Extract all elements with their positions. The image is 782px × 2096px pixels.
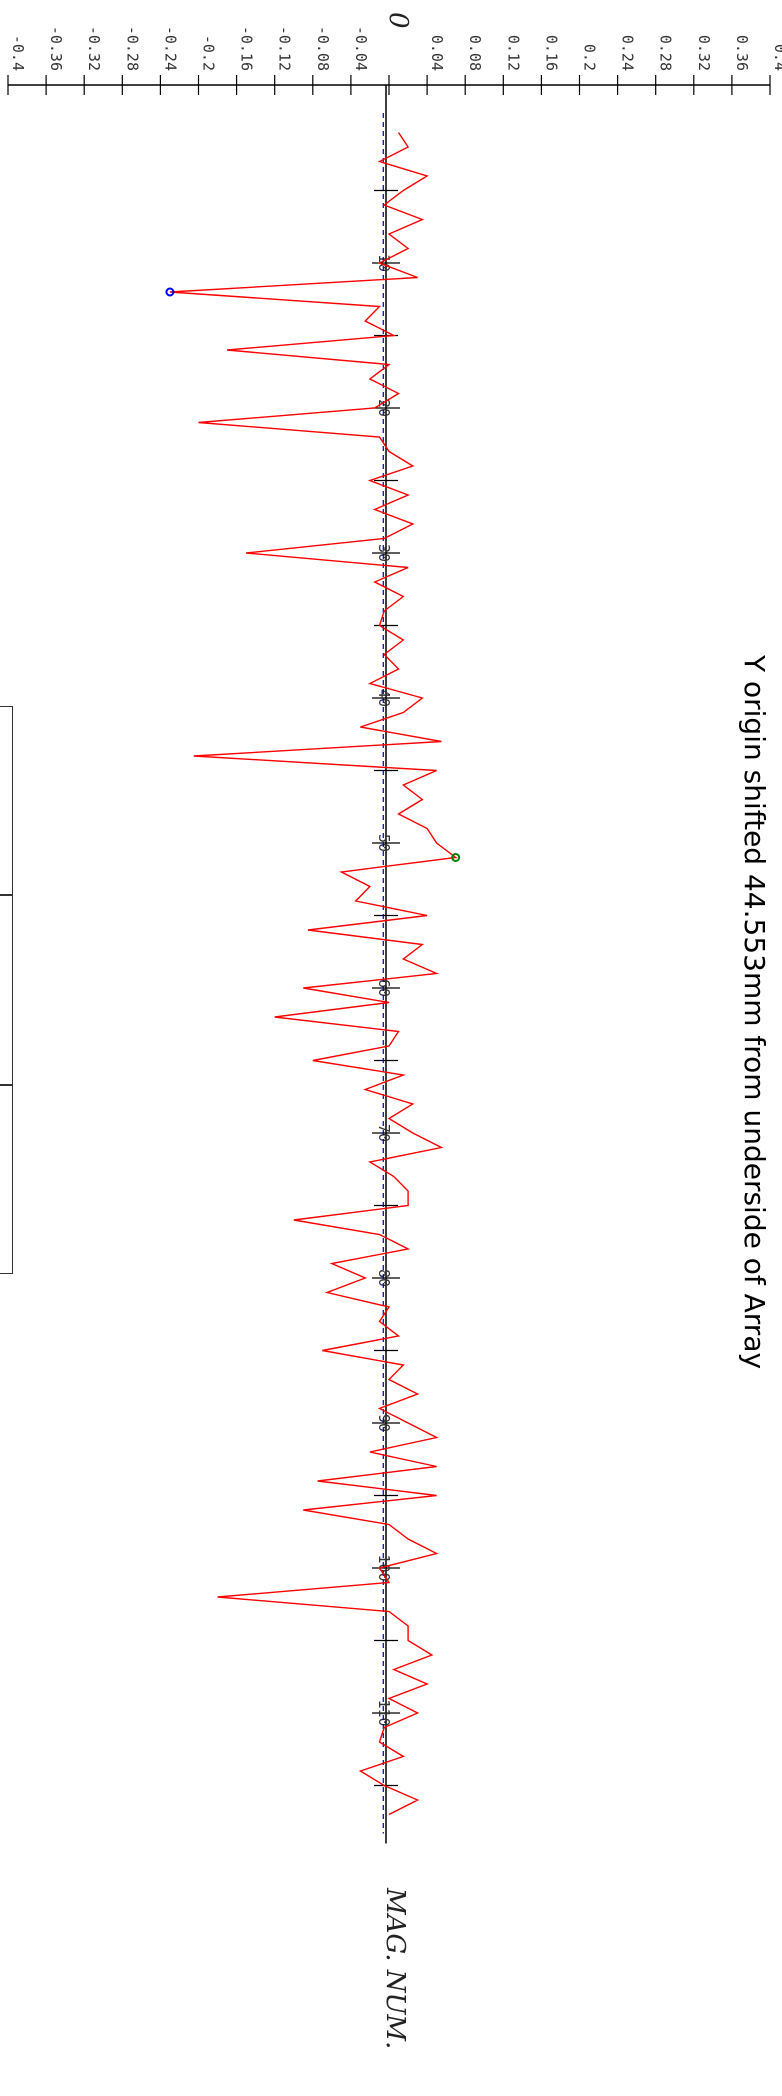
x-tick-label: 50: [375, 834, 393, 852]
legend-box-bottom: [0, 1084, 13, 1274]
y-axis: -0.4 -0.36 -0.32 -0.28 -0.24 -0.2 -0.16 -0.12 -0…: [7, 26, 782, 95]
y-tick-label: -0.16: [238, 26, 256, 71]
x-tick-label: 10: [375, 254, 393, 272]
x-axis-origin-label: 0: [383, 12, 413, 29]
y-tick-label: 0.28: [657, 35, 675, 71]
y-tick-label: -0.4: [9, 35, 27, 71]
markers: [165, 287, 461, 862]
y-tick-label: -0.12: [276, 26, 294, 71]
y-tick-label: -0.08: [314, 26, 332, 71]
x-tick-label: 70: [375, 1124, 393, 1142]
x-axis-label: MAG. NUM.: [380, 1887, 410, 2049]
x-tick-label: 110: [375, 1699, 393, 1726]
legend-box-top: [0, 706, 13, 896]
x-tick-label: 80: [375, 1269, 393, 1287]
y-tick-label: -0.04: [352, 26, 370, 71]
legend-box-middle: [0, 894, 13, 1086]
y-tick-label: 0.32: [695, 35, 713, 71]
x-tick-label: 40: [375, 689, 393, 707]
x-tick-label: 60: [375, 979, 393, 997]
x-tick-label: 100: [375, 1554, 393, 1581]
chart-title: Y origin shifted 44.553mm from underside…: [738, 654, 771, 1369]
y-tick-label: -0.2: [200, 35, 218, 71]
y-tick-label: 0.4: [771, 44, 782, 71]
x-tick-label: 30: [375, 544, 393, 562]
y-tick-label: 0.04: [428, 35, 446, 71]
y-tick-label: -0.36: [47, 26, 65, 71]
y-tick-label: 0.12: [504, 35, 522, 71]
y-tick-label: 0.2: [581, 44, 599, 71]
x-axis: 10 20 30 40 50 60 70 80 90 100 110: [372, 85, 400, 1844]
highlight-marker-2: [451, 853, 461, 862]
y-tick-label: -0.32: [85, 26, 103, 71]
x-tick-label: 90: [375, 1414, 393, 1432]
y-tick-label: -0.28: [123, 26, 141, 71]
series-line: [169, 132, 458, 1816]
y-tick-label: 0.08: [466, 35, 484, 71]
x-tick-label: 20: [375, 399, 393, 417]
y-tick-label: 0.16: [542, 35, 560, 71]
y-tick-label: -0.24: [161, 26, 179, 71]
highlight-marker-1: [165, 287, 175, 297]
y-tick-label: 0.24: [619, 35, 637, 71]
y-tick-label: 0.36: [733, 35, 751, 71]
